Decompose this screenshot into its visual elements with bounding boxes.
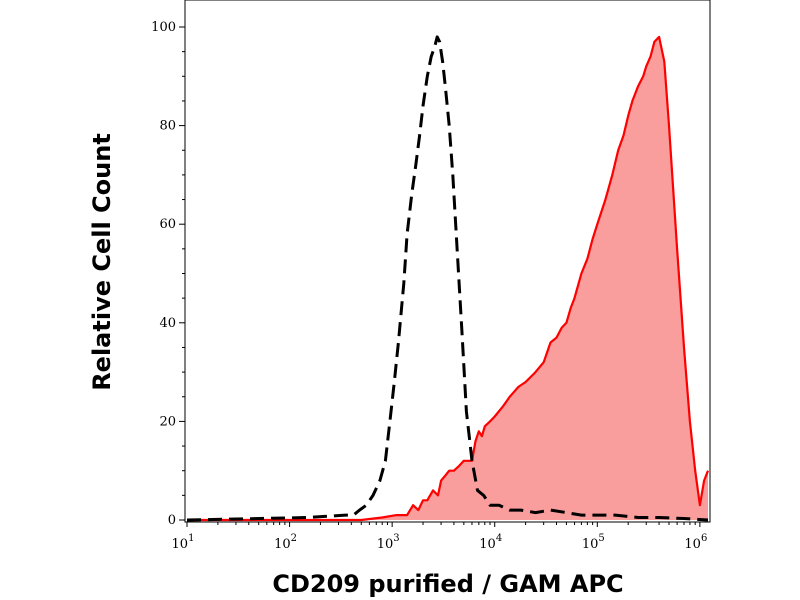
series-area-1 xyxy=(187,36,708,521)
x-tick-label: 104 xyxy=(479,533,502,552)
plot-frame xyxy=(184,0,711,523)
y-tick-label: 0 xyxy=(168,513,176,528)
x-tick-label: 106 xyxy=(684,533,707,552)
x-tick-label: 103 xyxy=(377,533,400,552)
y-tick-label: 80 xyxy=(159,119,176,134)
x-tick-label: 105 xyxy=(582,533,605,552)
y-tick-label: 60 xyxy=(159,217,176,232)
series-line-1 xyxy=(187,35,710,522)
series-line-0 xyxy=(186,35,709,522)
y-axis: 0 20 40 60 80 100 xyxy=(151,20,185,528)
y-tick-label: 100 xyxy=(151,20,176,35)
y-axis-title: Relative Cell Count xyxy=(88,133,116,391)
y-tick-label: 20 xyxy=(159,414,176,429)
x-tick-label: 101 xyxy=(172,533,195,552)
series-lines xyxy=(186,35,710,522)
x-tick-label: 102 xyxy=(274,533,297,552)
x-axis: 101 102 103 104 105 106 xyxy=(172,522,707,552)
x-axis-title: CD209 purified / GAM APC xyxy=(272,570,623,598)
area-fills xyxy=(187,36,708,521)
y-tick-label: 40 xyxy=(159,316,176,331)
